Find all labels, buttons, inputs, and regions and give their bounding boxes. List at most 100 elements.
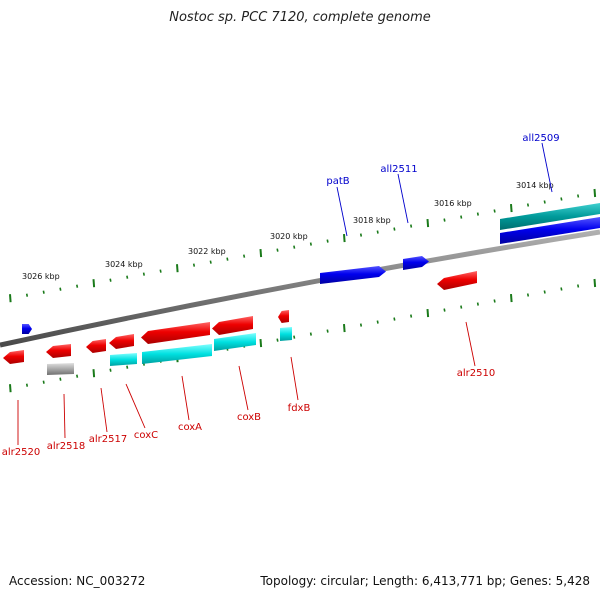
- minor-tick: [25, 383, 29, 387]
- major-tick: [259, 339, 263, 348]
- gene-arrow-alr2510[interactable]: [437, 271, 477, 290]
- major-tick: [510, 293, 513, 303]
- minor-tick: [76, 374, 79, 378]
- minor-tick: [393, 317, 396, 321]
- gene-arrow-coxa[interactable]: [141, 322, 210, 344]
- minor-tick: [493, 209, 496, 213]
- gene-label-coxa[interactable]: coxA: [178, 422, 202, 433]
- gene-arrow-alr2518[interactable]: [46, 344, 71, 358]
- genome-summary: Topology: circular; Length: 6,413,771 bp…: [260, 574, 590, 588]
- gene-label-alr2517[interactable]: alr2517: [89, 434, 127, 445]
- minor-tick: [42, 380, 45, 384]
- gene-label-alr2510[interactable]: alr2510: [457, 368, 495, 379]
- cds-coxa[interactable]: [142, 344, 212, 364]
- major-tick: [426, 308, 430, 318]
- minor-tick: [276, 338, 279, 342]
- cds-coxc[interactable]: [110, 353, 137, 366]
- minor-tick: [126, 365, 129, 369]
- scale-label: 3016 kbp: [434, 199, 472, 208]
- scale-label: 3026 kbp: [22, 272, 60, 281]
- minor-tick: [376, 230, 379, 234]
- gene-label-alr2520[interactable]: alr2520: [2, 447, 40, 458]
- gene-arrow-alr2520[interactable]: [3, 350, 24, 364]
- minor-tick: [359, 233, 363, 237]
- major-tick: [343, 234, 346, 243]
- gene-arrow-coxb[interactable]: [212, 316, 253, 335]
- minor-tick: [276, 248, 279, 252]
- gene-label-patb[interactable]: patB: [326, 176, 349, 187]
- gene-label-all2511[interactable]: all2511: [380, 164, 417, 175]
- gene-arrow-patb[interactable]: [320, 266, 386, 284]
- gene-label-coxc[interactable]: coxC: [134, 430, 158, 441]
- minor-tick: [309, 242, 312, 246]
- major-tick: [92, 369, 96, 378]
- gene-arrow-all2509[interactable]: [500, 217, 600, 244]
- minor-tick: [326, 329, 329, 333]
- minor-tick: [476, 302, 479, 306]
- minor-tick: [293, 245, 296, 249]
- major-tick: [426, 218, 430, 228]
- minor-tick: [159, 269, 162, 273]
- minor-tick: [560, 287, 563, 291]
- callout-line: [465, 321, 476, 367]
- scale-label: 3014 kbp: [516, 181, 554, 190]
- major-tick: [259, 249, 263, 258]
- cds-all2509-upper[interactable]: [500, 203, 600, 230]
- minor-tick: [393, 227, 396, 231]
- minor-tick: [476, 212, 479, 216]
- minor-tick: [577, 194, 580, 198]
- gene-features: [3, 203, 600, 375]
- major-tick: [593, 188, 597, 198]
- pseudo-alr2518[interactable]: [47, 363, 74, 375]
- minor-tick: [460, 305, 463, 309]
- cds-coxb[interactable]: [214, 333, 256, 351]
- gene-arrow-coxc[interactable]: [109, 334, 134, 349]
- minor-tick: [526, 293, 530, 297]
- minor-tick: [243, 254, 246, 258]
- gene-callouts: patB all2511 all2509 alr2520 alr2518 alr2517 c…: [2, 133, 560, 458]
- minor-tick: [59, 377, 62, 381]
- gene-arrow-all2511[interactable]: [403, 256, 429, 270]
- callout-line: [397, 173, 409, 224]
- scale-label: 3018 kbp: [353, 216, 391, 225]
- minor-tick: [142, 272, 145, 276]
- major-tick: [593, 278, 597, 288]
- minor-tick: [443, 218, 446, 222]
- cds-fdxb[interactable]: [280, 327, 292, 341]
- scale-label: 3024 kbp: [105, 260, 143, 269]
- callout-line: [541, 142, 553, 193]
- callout-line: [63, 393, 66, 439]
- gene-arrow-forward[interactable]: [22, 324, 32, 334]
- callout-line: [181, 375, 190, 421]
- minor-tick: [42, 290, 45, 294]
- minor-tick: [410, 224, 413, 228]
- minor-tick: [126, 275, 129, 279]
- minor-tick: [460, 215, 463, 219]
- gene-label-coxb[interactable]: coxB: [237, 412, 261, 423]
- minor-tick: [443, 308, 446, 312]
- minor-tick: [226, 257, 229, 261]
- minor-tick: [109, 278, 112, 282]
- gene-arrow-alr2517[interactable]: [86, 339, 106, 353]
- major-tick: [176, 264, 179, 273]
- gene-label-alr2518[interactable]: alr2518: [47, 441, 85, 452]
- minor-tick: [543, 200, 546, 204]
- gene-label-all2509[interactable]: all2509: [522, 133, 559, 144]
- minor-tick: [309, 332, 312, 336]
- accession-text: Accession: NC_003272: [9, 574, 146, 588]
- minor-tick: [109, 368, 112, 372]
- scale-ticks: [9, 188, 597, 393]
- major-tick: [510, 203, 513, 213]
- gene-arrow-fdxb[interactable]: [278, 310, 289, 323]
- scale-label: 3020 kbp: [270, 232, 308, 241]
- minor-tick: [526, 203, 530, 207]
- minor-tick: [326, 239, 329, 243]
- minor-tick: [192, 263, 196, 267]
- gene-label-fdxb[interactable]: fdxB: [288, 403, 311, 414]
- callout-line: [336, 186, 348, 237]
- callout-line: [100, 387, 108, 433]
- major-tick: [92, 279, 96, 288]
- callout-line: [290, 356, 299, 401]
- minor-tick: [543, 290, 546, 294]
